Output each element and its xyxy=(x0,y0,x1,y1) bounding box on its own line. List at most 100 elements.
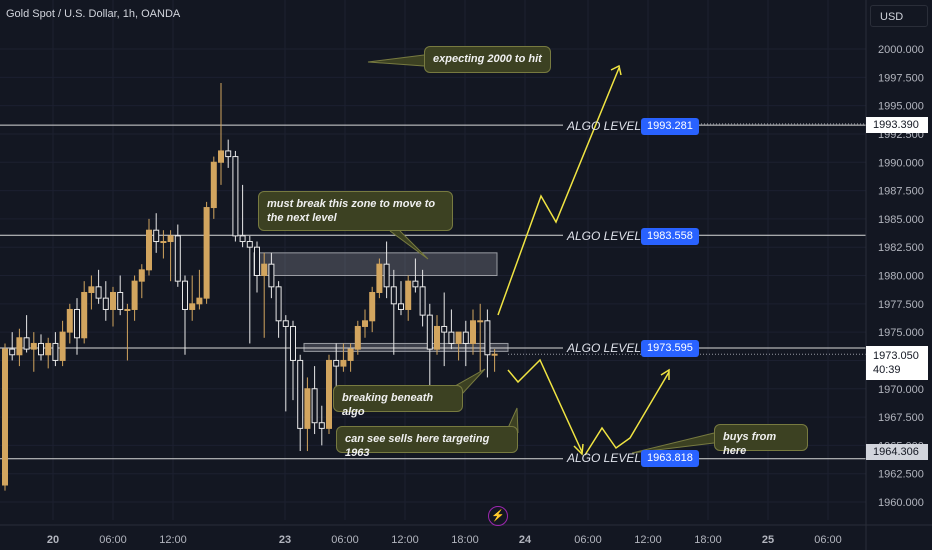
candle xyxy=(146,218,152,276)
candle xyxy=(138,264,145,299)
candle-body xyxy=(441,325,448,333)
candle-body xyxy=(74,308,80,339)
candle xyxy=(405,275,412,321)
candle-body xyxy=(254,246,260,276)
candle-body xyxy=(182,280,188,310)
candle-body xyxy=(419,286,426,316)
price-tick-label: 1967.500 xyxy=(878,412,924,424)
candle xyxy=(218,82,224,185)
candle-body xyxy=(225,150,232,158)
candle-body xyxy=(340,359,347,367)
time-tick-label: 06:00 xyxy=(814,534,842,546)
price-tick-label: 1962.500 xyxy=(878,469,924,481)
candle-body xyxy=(146,229,152,271)
candle-body xyxy=(45,342,52,356)
callout-tail xyxy=(367,54,425,67)
algo-level-label: ALGO LEVEL xyxy=(567,451,642,465)
candle xyxy=(110,286,116,327)
projection-rebound-arrowhead xyxy=(660,368,670,380)
last-close-tag: 1964.306 xyxy=(866,444,928,460)
candle xyxy=(462,320,469,367)
candle-body xyxy=(246,241,253,248)
candle-body xyxy=(412,280,419,288)
candle xyxy=(189,275,196,321)
algo-level-label: ALGO LEVEL xyxy=(567,341,642,355)
candle-body xyxy=(470,320,476,344)
zones xyxy=(253,252,509,352)
candle xyxy=(88,275,95,310)
candle-body xyxy=(362,320,368,327)
candle xyxy=(398,281,404,316)
upper-zone xyxy=(253,252,498,277)
current-price-value: 1973.050 xyxy=(873,350,919,362)
price-tick-label: 1995.000 xyxy=(878,101,924,113)
candle xyxy=(470,309,476,355)
current-zone xyxy=(303,342,509,352)
candle xyxy=(340,343,347,372)
time-tick-label: 24 xyxy=(519,534,532,546)
time-tick-label: 23 xyxy=(279,534,291,546)
candle xyxy=(383,241,390,299)
candle xyxy=(30,332,37,372)
price-tick-label: 1997.500 xyxy=(878,72,924,84)
algo-level-label: ALGO LEVEL xyxy=(567,229,642,243)
time-tick-label: 06:00 xyxy=(574,534,602,546)
callout-tail xyxy=(389,230,429,260)
candle-body xyxy=(131,280,138,310)
candle-body xyxy=(290,325,296,361)
currency-button[interactable]: USD xyxy=(870,5,928,27)
price-tick-label: 1982.500 xyxy=(878,242,924,254)
candle xyxy=(254,241,260,293)
candle xyxy=(81,281,88,344)
candle-body xyxy=(95,286,102,299)
candle-body xyxy=(59,331,66,361)
algo-level-badge: 1993.281 xyxy=(641,118,699,135)
time-tick-label: 18:00 xyxy=(451,534,479,546)
candle-body xyxy=(23,337,30,350)
candle xyxy=(268,252,275,299)
candle-body xyxy=(304,388,311,429)
candle-body xyxy=(282,320,289,327)
candle xyxy=(52,332,59,367)
candle xyxy=(412,258,419,293)
time-tick-label: 12:00 xyxy=(634,534,662,546)
candle xyxy=(167,230,174,282)
candle-body xyxy=(88,286,95,293)
candle-body xyxy=(2,348,8,486)
candle xyxy=(477,303,484,372)
candle-body xyxy=(174,235,181,282)
lightning-icon[interactable]: ⚡ xyxy=(488,506,508,526)
price-tick-label: 1975.000 xyxy=(878,327,924,339)
candle-body xyxy=(448,331,455,344)
candle xyxy=(354,320,361,355)
candle-body xyxy=(124,308,131,311)
candle-body xyxy=(383,263,390,288)
candle xyxy=(326,354,332,435)
candle xyxy=(131,275,138,321)
candle xyxy=(16,328,23,367)
candle-body xyxy=(354,325,361,350)
candle xyxy=(95,269,102,304)
candle xyxy=(153,213,160,253)
candle-body xyxy=(484,320,491,356)
candle-body xyxy=(210,161,217,209)
candle xyxy=(455,331,462,361)
candle-body xyxy=(110,291,116,310)
candle xyxy=(318,405,325,446)
current-price-tag: 1973.050 40:39 xyxy=(866,346,928,380)
callout-buys-here: buys from here xyxy=(714,424,808,457)
candle-body xyxy=(9,348,16,356)
candle-body xyxy=(38,342,44,356)
candle-body xyxy=(138,269,145,282)
time-tick-label: 06:00 xyxy=(99,534,127,546)
candle xyxy=(59,320,66,367)
candle xyxy=(426,303,433,389)
candle xyxy=(117,275,124,316)
candle xyxy=(210,156,217,219)
candle-body xyxy=(347,348,354,361)
candles xyxy=(2,82,498,491)
candle xyxy=(448,309,455,350)
candle xyxy=(23,315,30,353)
candle-body xyxy=(261,263,268,276)
